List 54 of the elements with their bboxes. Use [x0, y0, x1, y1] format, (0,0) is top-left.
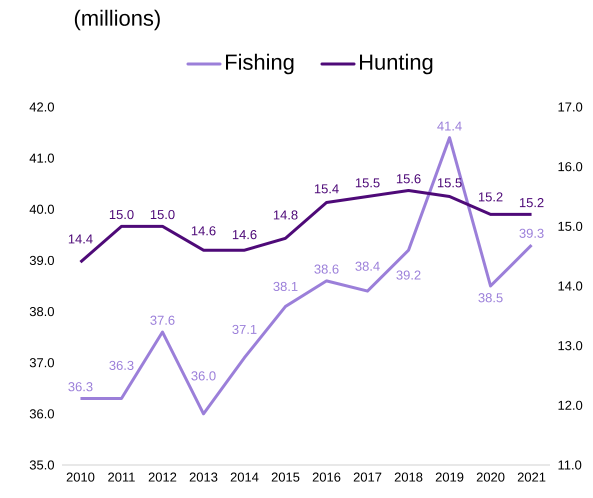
data-label: 36.0 — [191, 371, 216, 380]
data-label: 36.3 — [109, 360, 134, 370]
data-label: 37.1 — [232, 324, 256, 334]
data-label: 15.4 — [314, 184, 339, 194]
data-label: 38.1 — [273, 282, 298, 292]
y-tick-label: 36.0 — [30, 409, 54, 418]
data-label: 15.5 — [356, 178, 380, 188]
data-label: 15.2 — [520, 198, 544, 208]
y2-tick-label: 17.0 — [558, 102, 582, 112]
x-tick-label: 2021 — [518, 472, 546, 482]
y2-tick-label: 13.0 — [558, 341, 582, 350]
x-tick-label: 2011 — [108, 472, 135, 482]
y-tick-label: 39.0 — [30, 256, 54, 265]
x-tick-label: 2020 — [476, 472, 504, 482]
x-tick-label: 2018 — [394, 472, 422, 482]
x-tick-label: 2017 — [354, 472, 382, 482]
legend-label: Fishing — [226, 54, 294, 74]
y-tick-label: 38.0 — [30, 306, 54, 316]
x-tick-label: 2010 — [66, 472, 94, 482]
x-tick-label: 2012 — [148, 472, 176, 482]
x-tick-label: 2016 — [312, 472, 340, 482]
chart-title: (millions) — [74, 10, 160, 30]
y-tick-label: 35.0 — [30, 460, 54, 470]
data-label: 38.5 — [478, 293, 503, 302]
data-label: 15.5 — [438, 178, 462, 188]
data-label: 41.4 — [437, 122, 462, 130]
y2-tick-label: 15.0 — [558, 222, 582, 231]
data-label: 39.3 — [519, 228, 544, 238]
x-tick-label: 2019 — [436, 472, 464, 482]
data-label: 38.4 — [355, 262, 380, 271]
data-label: 36.3 — [68, 382, 92, 392]
data-label: 14.6 — [232, 230, 257, 240]
data-label: 14.4 — [68, 234, 93, 244]
y-tick-label: 37.0 — [30, 358, 54, 368]
x-tick-label: 2013 — [190, 472, 218, 482]
y-tick-label: 42.0 — [30, 102, 54, 112]
data-label: 14.8 — [274, 210, 298, 220]
data-label: 15.2 — [478, 192, 502, 202]
y2-tick-label: 12.0 — [558, 400, 582, 410]
y-tick-label: 40.0 — [30, 204, 54, 214]
y2-tick-label: 16.0 — [558, 162, 582, 172]
legend-label: Hunting — [360, 54, 432, 74]
data-label: 38.6 — [314, 264, 339, 274]
data-label: 15.6 — [396, 174, 421, 184]
y2-tick-label: 14.0 — [558, 281, 582, 291]
y2-tick-label: 11.0 — [558, 460, 582, 470]
y-tick-label: 41.0 — [30, 154, 54, 163]
x-tick-label: 2015 — [272, 472, 300, 482]
data-label: 15.0 — [150, 210, 175, 220]
data-label: 37.6 — [150, 316, 175, 325]
data-label: 15.0 — [110, 210, 134, 220]
data-label: 39.2 — [396, 270, 420, 280]
x-tick-label: 2014 — [230, 472, 259, 482]
data-label: 14.6 — [192, 226, 216, 236]
